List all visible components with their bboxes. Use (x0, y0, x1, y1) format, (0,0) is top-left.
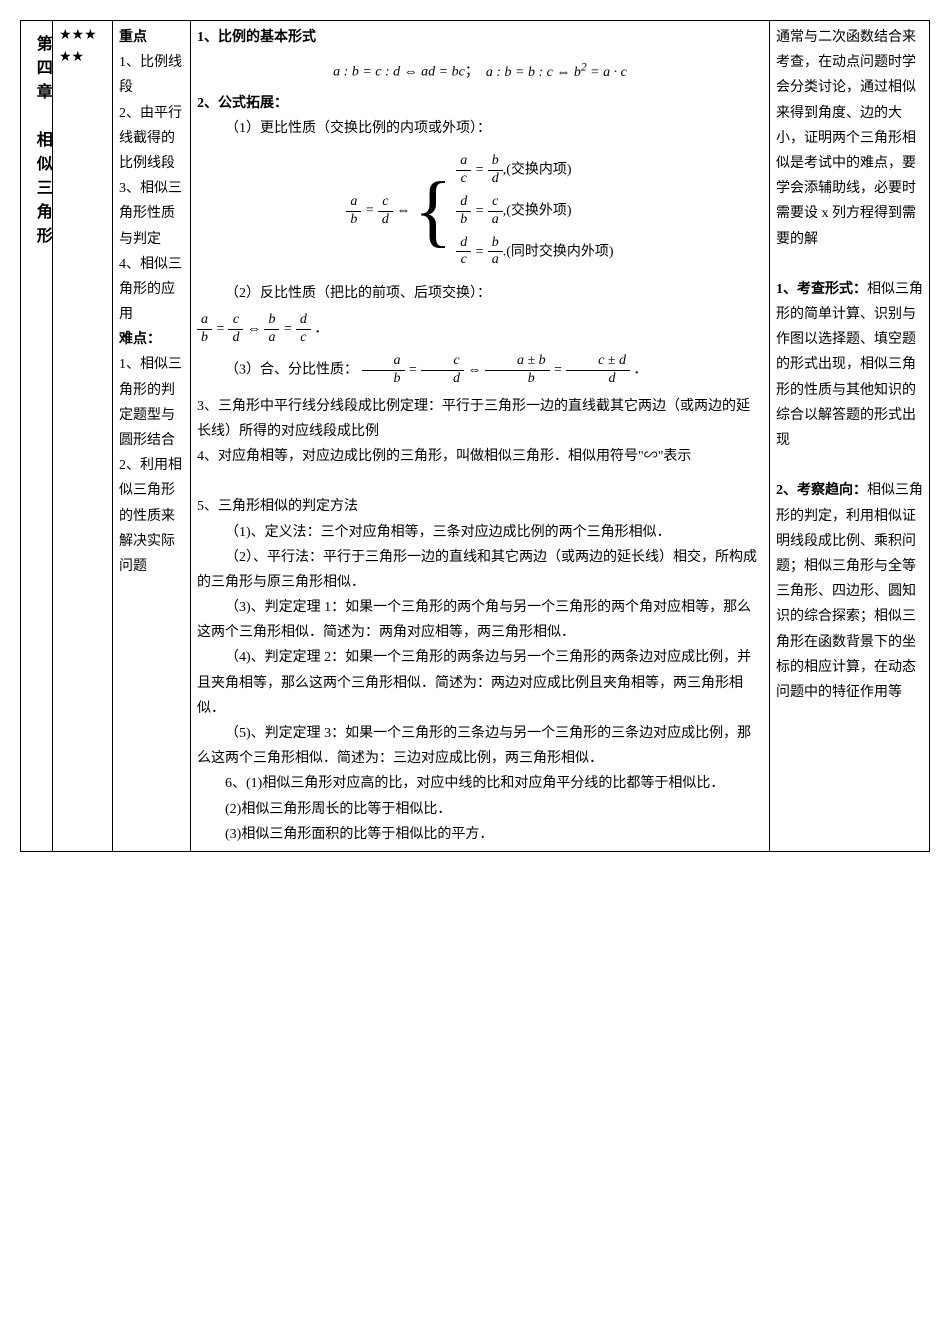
section-6-1: 6、(1)相似三角形对应高的比，对应中线的比和对应角平分线的比都等于相似比． (197, 771, 763, 796)
hard-1: 1、相似三角形的判定题型与圆形结合 (119, 352, 184, 453)
section-3: 3、三角形中平行线分线段成比例定理：平行于三角形一边的直线截其它两边（或两边的延… (197, 394, 763, 444)
topic-1: 1、比例线段 (119, 50, 184, 100)
section-5-2: （2）、平行法：平行于三角形一边的直线和其它两边（或两边的延长线）相交，所构成的… (197, 545, 763, 595)
note-3: 2、考察趋向：相似三角形的判定，利用相似证明线段成比例、乘积问题；相似三角形与全… (776, 478, 923, 705)
swap-outer-label: ,(交换外项) (503, 204, 572, 219)
swap-both-label: .(同时交换内外项) (503, 244, 614, 259)
hard-2: 2、利用相似三角形的性质来解决实际问题 (119, 453, 184, 579)
section-5-3: （3)、判定定理 1：如果一个三角形的两个角与另一个三角形的两个角对应相等，那么… (197, 595, 763, 645)
note-3-body: 相似三角形的判定，利用相似证明线段成比例、乘积问题；相似三角形与全等三角形、四边… (776, 483, 923, 700)
topics-cell: 重点 1、比例线段 2、由平行线截得的比例线段 3、相似三角形性质与判定 4、相… (113, 21, 191, 852)
formula-swap: ab = cd ⇔ { ac = bd,(交换内项) db = (197, 147, 763, 275)
topic-2: 2、由平行线截得的比例线段 (119, 101, 184, 177)
hard-points-heading: 难点： (119, 327, 184, 352)
section-6-3: (3)相似三角形面积的比等于相似比的平方． (197, 822, 763, 847)
note-1: 通常与二次函数结合来考查，在动点问题时学会分类讨论，通过相似来得到角度、边的大小… (776, 25, 923, 252)
section-5-4: （4)、判定定理 2：如果一个三角形的两条边与另一个三角形的两条边对应成比例，并… (197, 645, 763, 721)
swap-inner-label: ,(交换内项) (503, 163, 572, 178)
formula-basic: a : b = c : d ⇔ ad = bc； a : b = b : c ⇔… (197, 56, 763, 85)
section-2-title: 2、公式拓展： (197, 91, 763, 116)
section-2-1: （1）更比性质（交换比例的内项或外项）： (197, 116, 763, 141)
notes-cell: 通常与二次函数结合来考查，在动点问题时学会分类讨论，通过相似来得到角度、边的大小… (770, 21, 930, 852)
section-2-2: （2）反比性质（把比的前项、后项交换）： (197, 281, 763, 306)
note-2: 1、考查形式：相似三角形的简单计算、识别与作图以选择题、填空题的形式出现，相似三… (776, 277, 923, 453)
difficulty-cell: ★★★ ★★ (53, 21, 113, 852)
section-2-3-prefix: （3）合、分比性质： (225, 362, 358, 377)
section-5-5: （5)、判定定理 3：如果一个三角形的三条边与另一个三角形的三条边对应成比例，那… (197, 721, 763, 771)
section-6-2: (2)相似三角形周长的比等于相似比． (197, 797, 763, 822)
section-1-title: 1、比例的基本形式 (197, 25, 763, 50)
note-2-body: 相似三角形的简单计算、识别与作图以选择题、填空题的形式出现，相似三角形的性质与其… (776, 282, 923, 448)
chapter-title: 第四章 相似三角形 (27, 25, 56, 251)
note-3-title: 2、考察趋向： (776, 483, 867, 498)
stars-row-2: ★★ (59, 47, 106, 69)
formula-inverse: ab = cd ⇔ ba = dc ． (197, 312, 763, 347)
content-cell: 1、比例的基本形式 a : b = c : d ⇔ ad = bc； a : b… (191, 21, 770, 852)
section-5-title: 5、三角形相似的判定方法 (197, 494, 763, 519)
stars-row-1: ★★★ (59, 25, 106, 47)
topic-3: 3、相似三角形性质与判定 (119, 176, 184, 252)
section-4: 4、对应角相等，对应边成比例的三角形，叫做相似三角形．相似用符号"∽"表示 (197, 444, 763, 469)
topic-4: 4、相似三角形的应用 (119, 252, 184, 328)
key-points-heading: 重点 (119, 25, 184, 50)
note-2-title: 1、考查形式： (776, 282, 867, 297)
formula-combine: （3）合、分比性质： ab = cd ⇔ a ± bb = c ± dd ． (197, 353, 763, 388)
section-5-1: （1)、定义法：三个对应角相等，三条对应边成比例的两个三角形相似． (197, 520, 763, 545)
chapter-cell: 第四章 相似三角形 (21, 21, 53, 852)
